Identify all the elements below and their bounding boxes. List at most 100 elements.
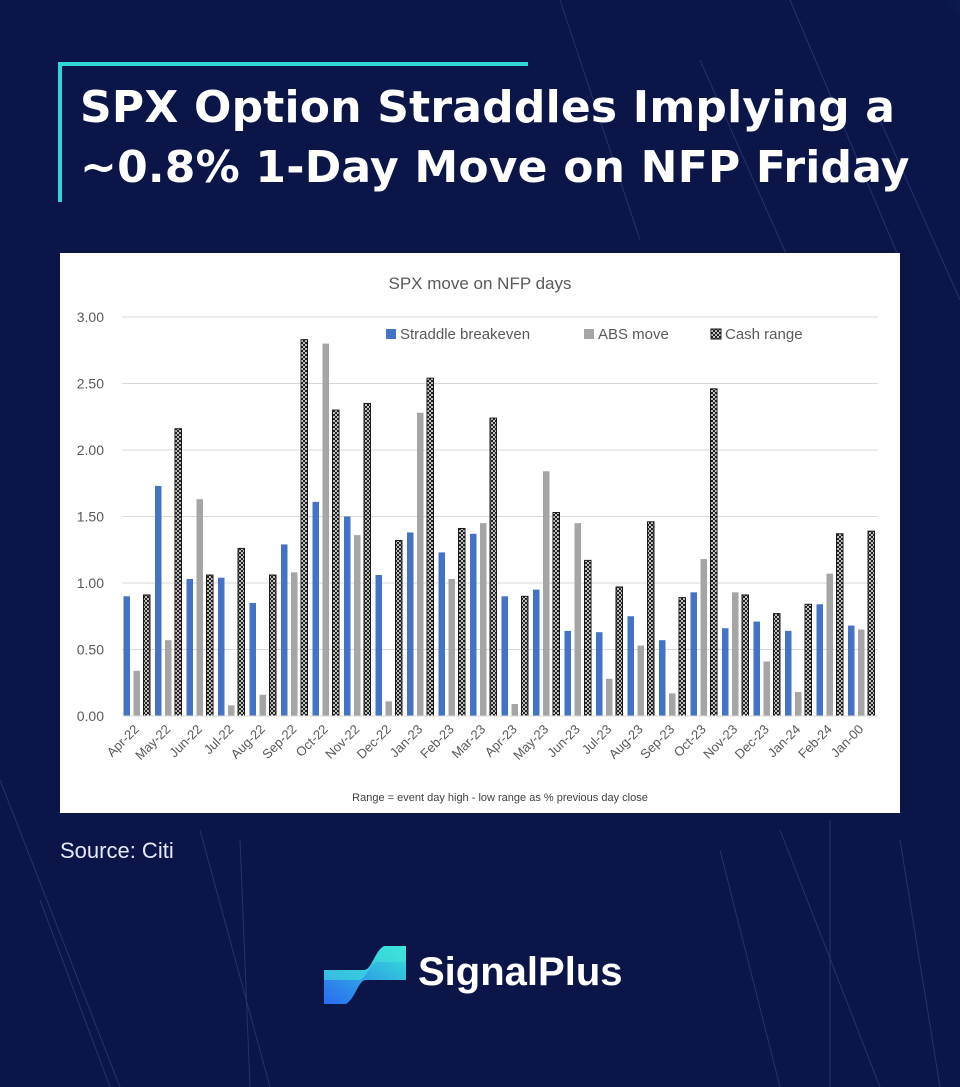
legend-swatch [584, 329, 594, 339]
bar-abs-move [763, 661, 770, 716]
signalplus-logo-icon [324, 946, 406, 1004]
bar-abs-move [417, 412, 424, 716]
brand-block: SignalPlus [320, 940, 680, 1010]
bar-straddle-breakeven [785, 630, 792, 716]
x-tick-label: Jun-23 [544, 722, 583, 761]
bar-cash-range [489, 417, 497, 717]
bar-cash-range [678, 597, 686, 717]
bar-straddle-breakeven [249, 602, 256, 716]
bar-cash-range [773, 613, 781, 717]
bar-cash-range [206, 574, 214, 717]
bars [123, 339, 875, 717]
brand-name: SignalPlus [418, 950, 623, 994]
x-axis: Apr-22May-22Jun-22Jul-22Aug-22Sep-22Oct-… [104, 715, 878, 763]
bar-straddle-breakeven [407, 532, 414, 716]
bar-abs-move [669, 693, 676, 716]
bar-abs-move [196, 499, 203, 716]
chart-footnote: Range = event day high - low range as % … [352, 792, 648, 804]
bar-abs-move [606, 678, 613, 716]
bar-cash-range [521, 595, 529, 717]
x-tick-label: Sep-23 [637, 722, 677, 762]
legend-label: ABS move [598, 326, 669, 343]
bar-straddle-breakeven [627, 616, 634, 716]
bar-cash-range [804, 603, 812, 717]
legend-swatch [710, 328, 722, 340]
title-line-2: ~0.8% 1-Day Move on NFP Friday [80, 142, 910, 193]
bar-cash-range [584, 559, 592, 717]
bar-cash-range [647, 521, 655, 717]
x-tick-label: Jan-00 [828, 722, 867, 761]
y-tick-label: 1.00 [77, 575, 104, 591]
bar-abs-move [858, 629, 865, 716]
x-tick-label: Feb-23 [417, 722, 457, 762]
bar-straddle-breakeven [218, 577, 225, 716]
bar-straddle-breakeven [123, 596, 130, 716]
y-tick-label: 0.00 [77, 708, 104, 724]
gridlines [122, 316, 878, 717]
bar-straddle-breakeven [470, 533, 477, 716]
bar-abs-move [637, 645, 644, 716]
x-tick-label: Feb-24 [795, 722, 835, 762]
bar-chart: SPX move on NFP days 0.00 0.50 1.00 1.50 2.0… [77, 274, 878, 804]
bar-cash-range [363, 402, 371, 717]
bar-straddle-breakeven [690, 592, 697, 716]
bar-abs-move [354, 535, 361, 716]
bar-straddle-breakeven [816, 604, 823, 716]
y-tick-label: 2.00 [77, 442, 104, 458]
bar-straddle-breakeven [344, 516, 351, 716]
bar-straddle-breakeven [564, 630, 571, 716]
bar-cash-range [395, 539, 403, 717]
bar-abs-move [228, 705, 235, 716]
bar-straddle-breakeven [281, 544, 288, 716]
y-axis: 0.00 0.50 1.00 1.50 2.00 2.50 3.00 [77, 309, 104, 724]
bar-abs-move [826, 573, 833, 716]
x-tick-label: May-22 [132, 722, 173, 763]
bar-cash-range [552, 512, 560, 717]
bar-straddle-breakeven [312, 501, 319, 716]
x-tick-label: Nov-23 [700, 722, 740, 762]
legend: Straddle breakeven ABS move Cash range [386, 326, 803, 343]
bar-straddle-breakeven [155, 485, 162, 716]
bar-abs-move [165, 640, 172, 716]
bar-abs-move [574, 523, 581, 716]
y-tick-label: 1.50 [77, 509, 104, 525]
bar-straddle-breakeven [186, 579, 193, 716]
bar-straddle-breakeven [753, 621, 760, 716]
bar-straddle-breakeven [722, 628, 729, 716]
bar-straddle-breakeven [438, 552, 445, 716]
legend-swatch [386, 329, 396, 339]
bar-abs-move [700, 559, 707, 716]
bar-straddle-breakeven [848, 625, 855, 716]
bar-cash-range [426, 377, 434, 717]
page-title: SPX Option Straddles Implying a ~0.8% 1-… [80, 78, 910, 198]
legend-label: Straddle breakeven [400, 326, 530, 343]
x-tick-label: Dec-22 [354, 722, 394, 762]
bar-abs-move [291, 572, 298, 716]
bar-cash-range [143, 594, 151, 717]
bar-cash-range [174, 428, 182, 717]
bar-abs-move [511, 704, 518, 716]
y-tick-label: 2.50 [77, 376, 104, 392]
bar-cash-range [741, 594, 749, 717]
bar-cash-range [867, 530, 875, 717]
y-tick-label: 0.50 [77, 642, 104, 658]
bar-cash-range [269, 574, 277, 717]
title-accent-top [58, 62, 528, 66]
bar-cash-range [615, 586, 623, 717]
bar-cash-range [458, 527, 466, 717]
y-tick-label: 3.00 [77, 309, 104, 325]
title-line-1: SPX Option Straddles Implying a [80, 82, 896, 133]
bar-cash-range [710, 388, 718, 717]
title-accent-left [58, 62, 62, 202]
bar-straddle-breakeven [533, 589, 540, 716]
bar-cash-range [300, 339, 308, 717]
bar-cash-range [332, 409, 340, 717]
bar-abs-move [543, 471, 550, 716]
x-tick-label: Mar-23 [449, 722, 489, 762]
x-tick-label: Aug-23 [606, 722, 646, 762]
bar-abs-move [795, 692, 802, 716]
title-block: SPX Option Straddles Implying a ~0.8% 1-… [58, 62, 918, 202]
x-tick-label: Nov-22 [322, 722, 362, 762]
bar-abs-move [448, 579, 455, 716]
bar-straddle-breakeven [596, 632, 603, 716]
